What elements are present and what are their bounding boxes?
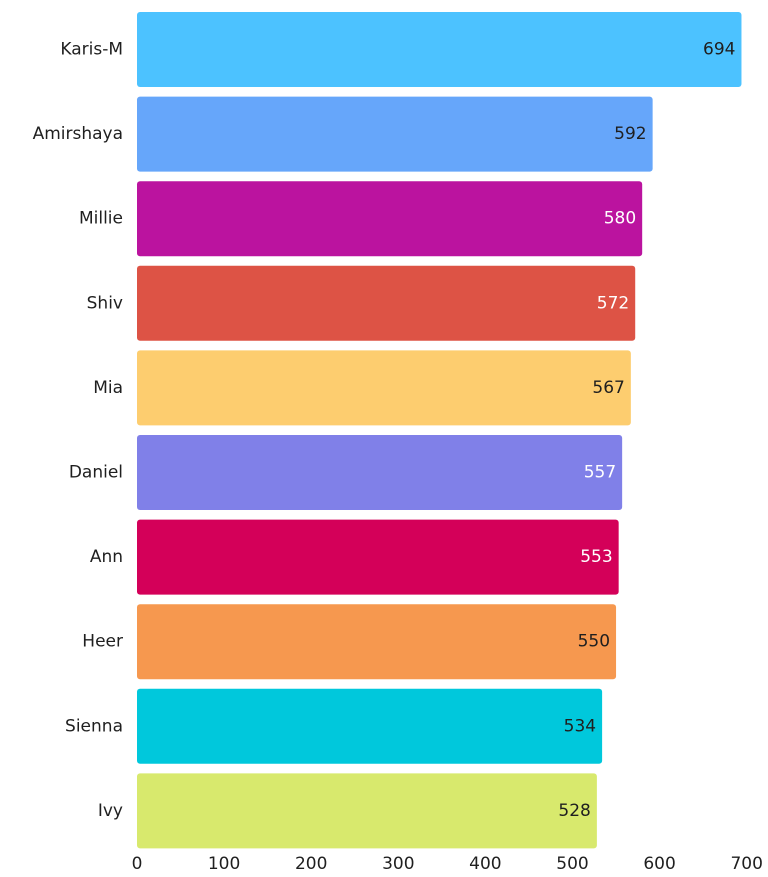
value-label: 580 <box>604 209 636 229</box>
category-label: Daniel <box>69 463 123 483</box>
value-label: 534 <box>564 716 596 736</box>
bar-shiv <box>137 265 636 341</box>
bar-daniel <box>137 435 623 510</box>
value-label: 557 <box>584 463 616 483</box>
value-label: 550 <box>578 632 610 652</box>
value-label: 528 <box>558 801 590 821</box>
category-label: Amirshaya <box>33 124 123 144</box>
x-tick-label: 100 <box>208 854 240 874</box>
bar-karis-m <box>137 12 742 87</box>
bars <box>137 12 742 849</box>
category-labels: Karis-M Amirshaya Millie Shiv Mia Daniel Ann He… <box>33 40 123 821</box>
bar-ivy <box>137 773 597 849</box>
value-label: 694 <box>703 40 735 60</box>
x-tick-label: 700 <box>730 854 762 874</box>
category-label: Mia <box>93 378 123 398</box>
category-label: Karis-M <box>60 40 123 60</box>
x-tick-label: 600 <box>643 854 675 874</box>
value-label: 592 <box>614 124 646 144</box>
category-label: Ivy <box>98 801 123 821</box>
x-tick-label: 500 <box>556 854 588 874</box>
x-tick-label: 300 <box>382 854 414 874</box>
bar-millie <box>137 181 643 257</box>
bar-mia <box>137 350 631 426</box>
bar-heer <box>137 604 617 680</box>
category-label: Millie <box>79 209 123 229</box>
value-label: 553 <box>580 547 612 567</box>
category-label: Sienna <box>65 716 123 736</box>
x-tick-label: 200 <box>295 854 327 874</box>
bar-amirshaya <box>137 96 653 172</box>
value-label: 567 <box>592 378 624 398</box>
category-label: Ann <box>90 547 123 567</box>
bar-ann <box>137 519 619 595</box>
x-axis-tick-labels: 0 100 200 300 400 500 600 700 <box>132 854 763 874</box>
value-label: 572 <box>597 293 629 313</box>
bar-sienna <box>137 688 603 764</box>
x-tick-label: 400 <box>469 854 501 874</box>
category-label: Shiv <box>87 293 123 313</box>
x-tick-label: 0 <box>132 854 143 874</box>
category-label: Heer <box>82 632 123 652</box>
value-labels: 694 592 580 572 567 557 553 550 534 528 <box>558 40 735 821</box>
